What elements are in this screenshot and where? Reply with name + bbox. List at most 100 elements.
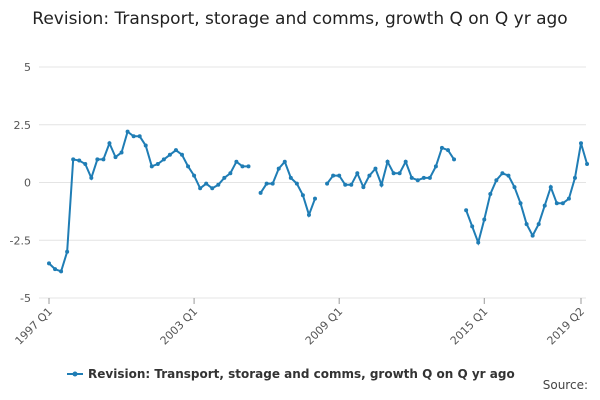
point — [107, 141, 112, 146]
point — [204, 181, 209, 186]
point — [409, 175, 414, 180]
point — [566, 196, 571, 201]
point — [246, 164, 251, 169]
point — [325, 181, 330, 186]
point — [494, 178, 499, 183]
point — [488, 192, 493, 197]
point — [89, 175, 94, 180]
point — [476, 240, 481, 245]
source: Source: — [542, 378, 588, 392]
point — [446, 148, 450, 153]
point — [349, 182, 354, 187]
point — [167, 152, 172, 157]
y-tick-label: -2.5 — [10, 234, 31, 247]
point — [439, 145, 444, 150]
point — [427, 175, 432, 180]
point — [433, 164, 438, 169]
x-tick-label: 2003 Q1 — [158, 305, 201, 348]
point — [47, 261, 51, 266]
point — [572, 175, 577, 180]
point — [536, 222, 541, 227]
point — [343, 182, 348, 187]
point — [222, 175, 227, 180]
point — [560, 201, 565, 206]
point — [385, 159, 390, 164]
point — [77, 158, 82, 163]
point — [95, 157, 100, 162]
point — [161, 157, 166, 162]
point — [83, 162, 88, 167]
point — [313, 196, 317, 201]
point — [548, 185, 553, 190]
point — [131, 134, 136, 139]
point — [415, 178, 420, 183]
point — [421, 175, 426, 180]
point — [355, 171, 360, 176]
point — [186, 164, 191, 169]
point — [276, 166, 281, 171]
point — [192, 173, 197, 178]
point — [470, 224, 475, 229]
point — [113, 155, 118, 160]
point — [264, 181, 269, 186]
point — [258, 190, 263, 195]
point — [512, 185, 517, 190]
point — [337, 173, 342, 178]
point — [59, 269, 64, 274]
point — [155, 162, 160, 167]
point — [216, 182, 221, 187]
point — [452, 157, 457, 162]
point — [306, 212, 311, 217]
point — [125, 129, 130, 134]
point — [71, 157, 76, 162]
point — [585, 162, 590, 167]
point — [119, 150, 124, 155]
x-tick-label: 2009 Q1 — [303, 305, 346, 348]
point — [403, 159, 408, 164]
point — [506, 173, 511, 178]
point — [530, 233, 535, 238]
point — [198, 186, 203, 191]
point — [294, 181, 299, 186]
x-tick-label: 1997 Q1 — [13, 305, 56, 348]
point — [101, 157, 106, 162]
x-tick-label: 2019 Q2 — [545, 305, 588, 348]
point — [579, 141, 583, 146]
point — [173, 148, 178, 153]
point — [180, 152, 184, 157]
point — [228, 171, 233, 176]
x-tick-label: 2015 Q1 — [448, 305, 491, 348]
point — [373, 166, 378, 171]
point — [288, 175, 293, 180]
chart-title: Revision: Transport, storage and comms, … — [32, 9, 568, 29]
y-tick-label: 2.5 — [14, 119, 32, 132]
point — [300, 193, 305, 198]
series-line — [48, 129, 589, 273]
point — [331, 173, 336, 178]
point — [524, 222, 529, 227]
point — [65, 249, 70, 254]
point — [367, 173, 372, 178]
point — [542, 203, 547, 208]
legend-marker — [72, 371, 78, 377]
point — [270, 181, 275, 186]
point — [282, 159, 287, 164]
y-tick-label: 5 — [24, 61, 31, 74]
point — [143, 143, 148, 148]
point — [137, 134, 142, 139]
point — [234, 159, 239, 164]
point — [500, 171, 505, 176]
point — [554, 201, 559, 206]
point — [53, 267, 58, 272]
point — [361, 185, 366, 190]
point — [379, 182, 384, 187]
point — [482, 217, 487, 222]
y-tick-label: -5 — [20, 292, 31, 305]
point — [240, 164, 245, 169]
point — [397, 171, 402, 176]
point — [518, 201, 523, 206]
point — [149, 164, 154, 169]
point — [391, 171, 396, 176]
